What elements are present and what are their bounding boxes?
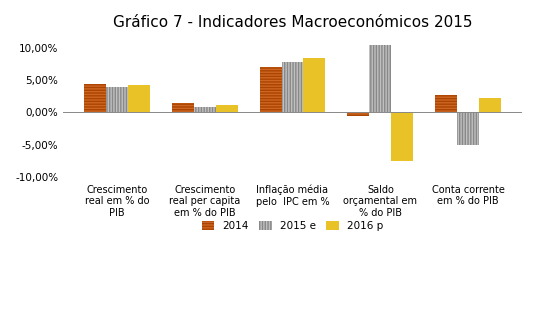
Bar: [391, 113, 413, 161]
Bar: [128, 86, 150, 113]
Bar: [259, 67, 281, 113]
Bar: [84, 84, 106, 113]
Bar: [194, 107, 216, 113]
Title: Gráfico 7 - Indicadores Macroeconómicos 2015: Gráfico 7 - Indicadores Macroeconómicos …: [113, 15, 472, 30]
Bar: [106, 87, 128, 113]
Bar: [172, 103, 194, 113]
Legend: 2014, 2015 e, 2016 p: 2014, 2015 e, 2016 p: [197, 217, 388, 236]
Bar: [216, 105, 237, 113]
Bar: [457, 113, 479, 144]
Bar: [479, 98, 501, 113]
Bar: [436, 95, 457, 113]
Bar: [369, 45, 391, 113]
Bar: [347, 113, 369, 116]
Bar: [303, 58, 325, 113]
Bar: [281, 62, 303, 113]
